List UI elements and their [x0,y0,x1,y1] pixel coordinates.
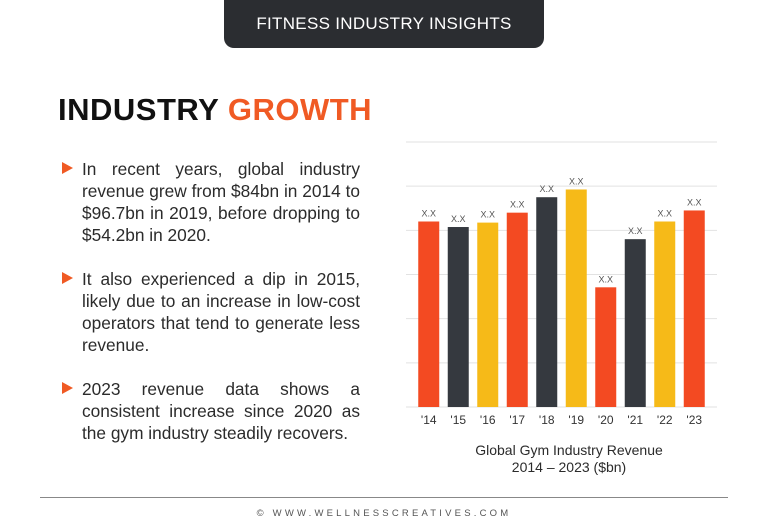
chart-data-label: X.X [539,184,554,194]
title-word-industry: INDUSTRY [58,92,219,127]
footer-divider [40,497,728,498]
chart-caption-line1: Global Gym Industry Revenue [475,442,663,458]
chart-caption-line2: 2014 – 2023 ($bn) [511,459,627,475]
chart-tick-label: '22 [657,413,673,427]
chart-bar [683,210,705,407]
chart-caption: Global Gym Industry Revenue 2014 – 2023 … [440,442,698,476]
chart-bar [565,189,587,407]
triangle-arrow-icon [62,162,73,174]
bullet-list: In recent years, global industry revenue… [58,158,360,466]
chart-bar [447,227,469,407]
chart-tick-label: '18 [539,413,555,427]
revenue-bar-chart: X.X '14 X.X '15 X.X '16 X.X '17 X.X '18 X.X '19 X.X '… [406,141,717,427]
chart-data-label: X.X [657,209,672,219]
chart-data-label: X.X [569,176,584,186]
chart-bar [536,197,558,407]
bullet-item: 2023 revenue data shows a consistent inc… [58,378,360,444]
chart-data-label: X.X [510,200,525,210]
bullet-item: In recent years, global industry revenue… [58,158,360,246]
bullet-text: In recent years, global industry revenue… [82,159,360,245]
triangle-arrow-icon [62,272,73,284]
bullet-item: It also experienced a dip in 2015, likel… [58,268,360,356]
chart-data-label: X.X [687,197,702,207]
chart-tick-label: '20 [598,413,614,427]
chart-bar [654,221,676,407]
footer-copyright: © WWW.WELLNESSCREATIVES.COM [256,508,512,519]
header-tab-label: FITNESS INDUSTRY INSIGHTS [256,14,512,33]
chart-bar [418,221,440,407]
chart-tick-label: '16 [480,413,496,427]
bullet-text: 2023 revenue data shows a consistent inc… [82,379,360,443]
chart-tick-label: '15 [450,413,466,427]
header-tab: FITNESS INDUSTRY INSIGHTS [224,0,544,48]
chart-bar [477,222,499,407]
chart-bar [506,212,528,407]
chart-tick-label: '14 [421,413,437,427]
chart-data-label: X.X [421,209,436,219]
title-word-growth: GROWTH [227,92,373,127]
chart-data-label: X.X [628,226,643,236]
bullet-text: It also experienced a dip in 2015, likel… [82,269,360,355]
chart-bar [624,239,646,407]
chart-tick-label: '23 [686,413,702,427]
chart-bar [595,287,617,407]
chart-data-label: X.X [598,274,613,284]
chart-data-label: X.X [480,210,495,220]
chart-tick-label: '17 [509,413,525,427]
chart-tick-label: '19 [568,413,584,427]
page-title: INDUSTRY GROWTH [58,92,372,128]
chart-tick-label: '21 [627,413,643,427]
triangle-arrow-icon [62,382,73,394]
chart-data-label: X.X [451,214,466,224]
